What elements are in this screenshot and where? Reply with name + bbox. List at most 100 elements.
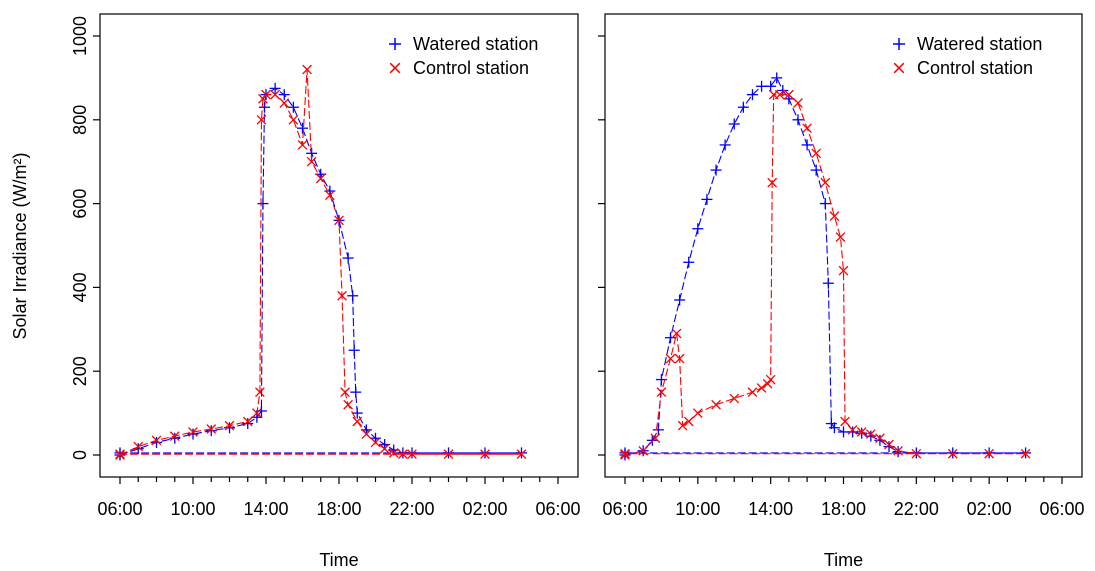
legend-item-watered: Watered station [389, 34, 538, 54]
data-point [792, 114, 804, 126]
data-point [828, 422, 840, 434]
x-axis-title: Time [319, 550, 358, 570]
data-point [847, 426, 859, 438]
data-point [169, 432, 181, 444]
data-point [407, 449, 417, 460]
data-point [205, 425, 217, 437]
data-point [151, 436, 162, 448]
legend-item-watered: Watered station [893, 34, 1042, 54]
data-point [765, 374, 776, 385]
x-tick-label: 10:00 [170, 499, 215, 519]
y-tick-label: 800 [70, 105, 90, 135]
y-tick-label: 400 [70, 272, 90, 302]
data-point [784, 89, 794, 100]
data-point [443, 449, 454, 460]
series-control [620, 89, 1031, 460]
data-point [650, 433, 661, 444]
data-point [255, 387, 265, 398]
legend-marker [389, 62, 401, 74]
data-point [297, 122, 308, 134]
data-point [692, 408, 703, 418]
data-point [342, 252, 354, 264]
data-point [334, 215, 344, 226]
x-axis-title: Time [824, 550, 863, 570]
data-point [701, 193, 713, 205]
data-point [984, 448, 995, 459]
series-line [624, 94, 1026, 456]
data-point [875, 433, 885, 444]
data-point [683, 256, 695, 268]
x-tick-label: 06:00 [535, 499, 580, 519]
data-point [258, 93, 268, 104]
data-point [133, 441, 144, 452]
data-point [480, 449, 490, 460]
data-point [348, 344, 360, 356]
legend-label: Watered station [413, 34, 538, 54]
legend-item-control: Control station [389, 58, 529, 78]
data-point [278, 89, 290, 101]
x-tick-label: 10:00 [675, 499, 720, 519]
data-point [257, 198, 269, 210]
plot-frame [604, 13, 1083, 478]
data-point [856, 427, 867, 437]
y-tick-label: 600 [70, 189, 90, 219]
data-point [256, 114, 267, 125]
x-tick-label: 22:00 [389, 499, 434, 519]
legend-item-control: Control station [893, 58, 1033, 78]
legend-label: Control station [917, 58, 1033, 78]
x-tick-label: 02:00 [462, 499, 507, 519]
x-tick-label: 06:00 [97, 499, 142, 519]
data-point [337, 290, 347, 301]
data-point [306, 156, 317, 167]
x-tick-label: 06:00 [1039, 499, 1084, 519]
data-point [443, 447, 454, 459]
x-tick-label: 18:00 [316, 499, 361, 519]
series-line [119, 69, 522, 456]
data-point [710, 164, 722, 176]
data-point [315, 173, 326, 184]
data-point [771, 72, 783, 84]
data-point [361, 429, 372, 439]
data-point [620, 448, 630, 459]
data-point [829, 211, 840, 222]
data-point [838, 265, 849, 276]
x-tick-label: 22:00 [894, 499, 939, 519]
data-point [516, 449, 527, 460]
data-point [840, 416, 850, 427]
data-point [847, 425, 858, 435]
data-point [893, 445, 903, 456]
data-point [767, 177, 778, 188]
data-point [865, 429, 876, 439]
data-point [652, 424, 664, 436]
data-point [269, 82, 281, 94]
series-control [115, 64, 527, 460]
x-tick-label: 14:00 [748, 499, 793, 519]
data-point [801, 139, 813, 151]
data-point [370, 437, 381, 448]
data-point [350, 386, 362, 398]
data-point [224, 420, 235, 431]
series-line [624, 76, 1026, 456]
data-point [115, 449, 125, 460]
data-point [856, 427, 868, 439]
data-point [793, 98, 803, 108]
data-point [728, 118, 740, 130]
data-point [287, 101, 299, 113]
data-point [258, 101, 270, 113]
data-point [297, 140, 308, 150]
data-point [255, 405, 267, 417]
x-tick-label: 06:00 [602, 499, 647, 519]
data-point [352, 416, 363, 427]
data-point [802, 123, 812, 134]
data-point [822, 277, 834, 289]
data-point [279, 98, 290, 108]
data-point [835, 232, 846, 242]
data-point [729, 393, 740, 404]
data-point [187, 428, 199, 440]
data-point [756, 383, 767, 393]
x-tick-label: 14:00 [243, 499, 288, 519]
chart-panel-right: 06:00 10:00 14:00 18:00 22:00 02:00 06:00 Time W… [598, 13, 1085, 570]
data-point [711, 399, 721, 410]
data-point [302, 64, 312, 75]
